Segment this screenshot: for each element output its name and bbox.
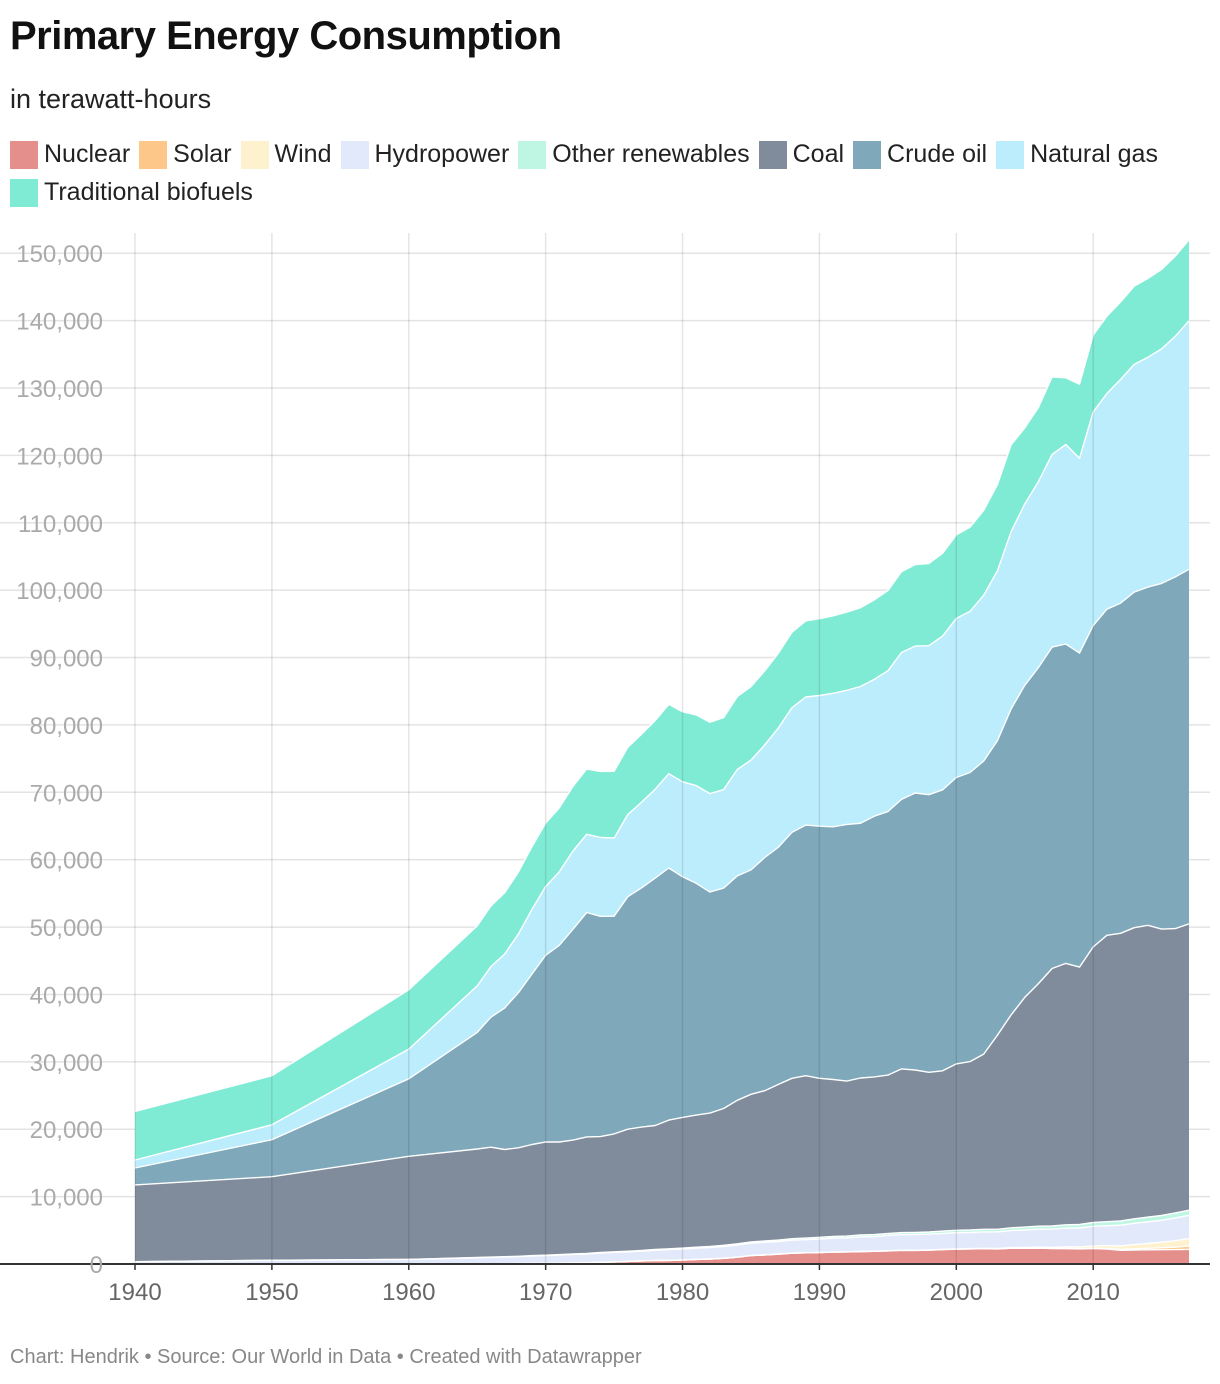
legend-swatch-wind bbox=[240, 140, 269, 169]
boundary-coal bbox=[134, 923, 1190, 1186]
y-tick-label: 0 bbox=[90, 1252, 103, 1279]
legend-item-hydropower: Hydropower bbox=[340, 140, 510, 169]
legend-item-nuclear: Nuclear bbox=[10, 140, 130, 169]
x-tick-label: 1990 bbox=[793, 1279, 846, 1306]
x-tick-label: 1940 bbox=[108, 1279, 161, 1306]
legend-item-solar: Solar bbox=[139, 140, 232, 169]
x-tick-label: 1970 bbox=[519, 1279, 572, 1306]
legend-label: Nuclear bbox=[44, 140, 131, 168]
legend-label: Coal bbox=[792, 140, 845, 168]
legend-swatch-crude-oil bbox=[853, 140, 882, 169]
chart-title: Primary Energy Consumption bbox=[10, 14, 562, 58]
legend-swatch-solar bbox=[139, 140, 168, 169]
legend-swatch-natural-gas bbox=[996, 140, 1025, 169]
legend-label: Crude oil bbox=[887, 140, 988, 168]
legend-label: Hydropower bbox=[374, 140, 510, 168]
x-tick-label: 1950 bbox=[245, 1279, 298, 1306]
boundary-other-renewables bbox=[134, 1209, 1190, 1263]
x-tick-label: 1960 bbox=[382, 1279, 435, 1306]
legend-swatch-nuclear bbox=[10, 140, 38, 169]
area-chart: 1940 1950 1960 1970 1980 1990 2000 2010 0 10,000 2… bbox=[0, 233, 1210, 1306]
area-crude-oil bbox=[135, 569, 1189, 1185]
legend-item-natural-gas: Natural gas bbox=[996, 140, 1158, 169]
x-tick-label: 2010 bbox=[1066, 1279, 1119, 1306]
legend: Nuclear Solar Wind Hydropower Other renewabl… bbox=[10, 140, 1210, 207]
chart-subtitle: in terawatt-hours bbox=[10, 84, 212, 114]
legend-swatch-coal bbox=[758, 140, 787, 169]
area-hydropower bbox=[135, 1215, 1189, 1264]
y-tick-label: 90,000 bbox=[30, 646, 103, 673]
y-tick-label: 30,000 bbox=[30, 1050, 103, 1077]
legend-item-coal: Coal bbox=[758, 140, 845, 169]
legend-swatch-hydropower bbox=[340, 140, 369, 169]
y-tick-label: 100,000 bbox=[16, 578, 103, 605]
boundary-traditional-biofuels bbox=[134, 239, 1190, 1113]
legend-item-wind: Wind bbox=[240, 140, 332, 169]
legend-label: Wind bbox=[274, 140, 332, 168]
y-tick-label: 150,000 bbox=[16, 241, 103, 268]
legend-swatch-traditional-biofuels bbox=[10, 178, 38, 207]
legend-swatch-other-renewables bbox=[518, 140, 547, 169]
area-natural-gas bbox=[135, 320, 1189, 1168]
y-tick-label: 10,000 bbox=[30, 1185, 103, 1212]
y-tick-label: 60,000 bbox=[30, 848, 103, 875]
legend-item-other-renewables: Other renewables bbox=[518, 140, 750, 169]
legend-label: Solar bbox=[173, 140, 232, 168]
x-tick-label: 2000 bbox=[930, 1279, 983, 1306]
chart-footer: Chart: Hendrik • Source: Our World in Da… bbox=[10, 1346, 642, 1368]
y-tick-label: 20,000 bbox=[30, 1117, 103, 1144]
area-coal bbox=[135, 923, 1189, 1262]
y-tick-label: 40,000 bbox=[30, 982, 103, 1009]
y-tick-label: 140,000 bbox=[16, 309, 103, 336]
y-tick-label: 110,000 bbox=[18, 511, 103, 538]
y-tick-label: 120,000 bbox=[16, 443, 103, 470]
boundary-crude-oil bbox=[134, 568, 1190, 1169]
y-tick-label: 70,000 bbox=[30, 780, 103, 807]
legend-label: Natural gas bbox=[1030, 140, 1158, 168]
y-tick-label: 50,000 bbox=[30, 915, 103, 942]
x-tick-label: 1980 bbox=[656, 1279, 709, 1306]
legend-item-traditional-biofuels: Traditional biofuels bbox=[10, 178, 253, 207]
area-nuclear bbox=[135, 1248, 1189, 1264]
y-tick-label: 130,000 bbox=[16, 376, 103, 403]
legend-label: Other renewables bbox=[552, 140, 750, 168]
legend-item-crude-oil: Crude oil bbox=[853, 140, 987, 169]
legend-label: Traditional biofuels bbox=[44, 178, 253, 206]
boundary-natural-gas bbox=[134, 320, 1190, 1161]
y-tick-label: 80,000 bbox=[30, 713, 103, 740]
